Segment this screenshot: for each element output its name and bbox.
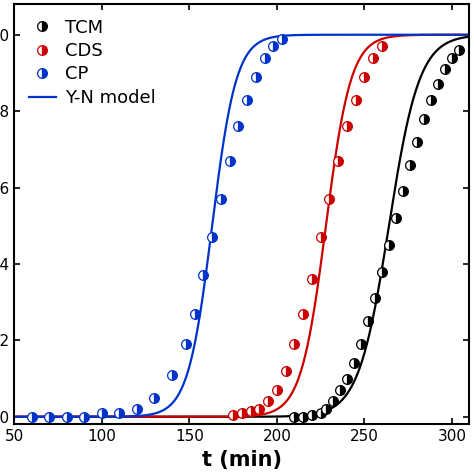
X-axis label: t (min): t (min) <box>202 450 282 470</box>
Legend: TCM, CDS, CP, Y-N model: TCM, CDS, CP, Y-N model <box>23 13 161 112</box>
